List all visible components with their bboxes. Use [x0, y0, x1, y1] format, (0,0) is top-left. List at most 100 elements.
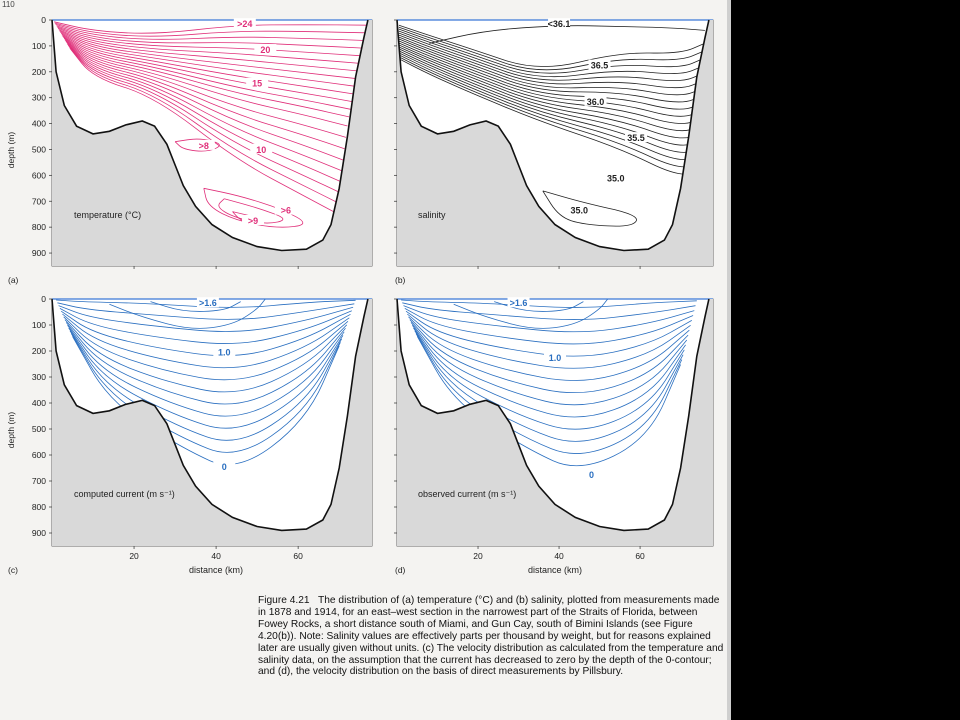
contour-label: >1.6 [510, 298, 528, 308]
contour-label: >1.6 [199, 298, 217, 308]
contour-line [63, 316, 349, 381]
contour-line [404, 308, 694, 345]
contour-line [70, 48, 344, 218]
y-tick-label: 900 [32, 528, 46, 538]
y-tick-label: 500 [32, 424, 46, 434]
x-tick-label: 40 [211, 551, 221, 561]
contour-label: 36.5 [591, 61, 609, 71]
y-tick-label: 100 [32, 41, 46, 51]
contour-label: <36.1 [548, 19, 571, 29]
contour-lines [401, 299, 697, 467]
contour-line [174, 138, 220, 152]
contour-label: 1.0 [218, 348, 231, 358]
y-axis-label: depth (m) [6, 412, 16, 449]
panel-c-computed-current: 0 100 200 300 400 500 600 700 800 900 20 40 60 depth… [6, 294, 373, 575]
panel-title: temperature (°C) [74, 210, 141, 220]
contour-line [63, 36, 350, 118]
contour-label: 20 [260, 45, 270, 55]
seabed-fill [397, 20, 713, 266]
contour-line [67, 324, 345, 417]
axis-ticks [394, 19, 641, 269]
contour-label: 1.0 [549, 353, 562, 363]
contour-line [65, 322, 346, 405]
contour-label: 0 [222, 462, 227, 472]
contour-line [64, 39, 347, 138]
contour-line [57, 27, 361, 64]
contour-label: 36.0 [587, 97, 605, 107]
label-knockout [213, 346, 236, 357]
contour-line [398, 54, 706, 161]
label-knockout [588, 59, 611, 70]
y-tick-label: 700 [32, 476, 46, 486]
x-tick-label: 20 [473, 551, 483, 561]
panel-b-salinity: salinity (b) <36.1 36.5 36.0 35.5 35.0 35.0 [394, 18, 714, 285]
contour-line [218, 198, 284, 224]
contour-line [55, 24, 365, 41]
contour-line [453, 299, 609, 329]
panel-a-temperature: 0 100 200 300 400 500 600 700 800 900 depth (m) t… [6, 15, 373, 285]
label-knockout [604, 172, 627, 183]
contour-line [398, 36, 706, 96]
x-tick-label: 60 [293, 551, 303, 561]
contour-line [398, 40, 706, 110]
contour-line [69, 47, 344, 206]
caption-title: Figure 4.21 [258, 595, 310, 606]
contour-line [72, 336, 340, 465]
contour-line [414, 330, 684, 442]
y-tick-label: 600 [32, 450, 46, 460]
contour-line [67, 44, 344, 184]
contour-line [203, 187, 304, 228]
contour-line [56, 25, 364, 49]
y-tick-label: 800 [32, 222, 46, 232]
contour-line [398, 50, 706, 146]
axis-ticks: 0 100 200 300 400 500 600 700 800 900 [32, 15, 299, 269]
x-tick-label: 40 [554, 551, 564, 561]
label-knockout [568, 204, 591, 215]
y-tick-label: 500 [32, 144, 46, 154]
contour-line [413, 327, 685, 430]
contour-labels: >24 20 15 10 >8 >6 >9 [192, 18, 297, 226]
running-head: 110 [2, 0, 15, 9]
page-edge [727, 0, 731, 720]
contour-line [415, 333, 683, 454]
label-knockout [584, 95, 607, 106]
y-tick-label: 300 [32, 93, 46, 103]
contour-line [68, 327, 344, 429]
label-knockout [192, 139, 215, 150]
contour-line [60, 33, 354, 95]
contour-line [65, 40, 345, 150]
contour-line [54, 22, 367, 37]
contour-line [58, 305, 354, 332]
panel-letter: (a) [8, 275, 19, 285]
contour-line [407, 313, 691, 369]
contour-label: >9 [248, 216, 258, 226]
contour-label: 10 [256, 145, 266, 155]
contour-line [398, 42, 706, 117]
contour-line [409, 319, 689, 394]
caption-text: The distribution of (a) temperature (°C)… [258, 595, 724, 678]
y-tick-label: 300 [32, 372, 46, 382]
seabed-fill [52, 299, 372, 546]
label-knockout [625, 132, 648, 143]
seabed-profile [51, 298, 372, 546]
contour-labels: >1.6 1.0 0 [507, 297, 603, 480]
x-tick-label: 20 [129, 551, 139, 561]
y-tick-label: 0 [41, 15, 46, 25]
seabed-profile [396, 298, 713, 546]
contour-line [60, 31, 356, 87]
y-tick-label: 700 [32, 196, 46, 206]
contour-line [62, 35, 351, 110]
contour-line [398, 58, 706, 175]
contour-line [403, 305, 695, 333]
label-knockout [507, 297, 530, 308]
seabed-line [51, 19, 369, 252]
y-tick-label: 400 [32, 398, 46, 408]
contour-line [67, 43, 344, 172]
contour-line [59, 308, 352, 344]
contour-line [61, 34, 353, 102]
contour-line [60, 310, 351, 357]
contour-line [405, 310, 692, 357]
contour-label: >8 [199, 141, 209, 151]
contour-labels: >1.6 1.0 0 [196, 297, 236, 472]
x-axis-label: distance (km) [189, 565, 243, 575]
